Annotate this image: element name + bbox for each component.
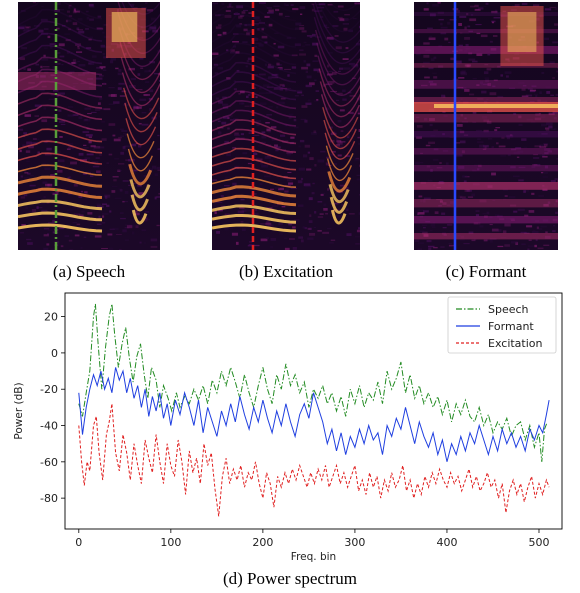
speech-spectrogram-image: [18, 2, 160, 250]
series-line-formant: [78, 367, 550, 462]
legend: Speech Formant Excitation: [447, 296, 557, 354]
power-spectrum-caption: (d) Power spectrum: [222, 569, 358, 588]
y-tick-label: -80: [40, 492, 58, 505]
legend-label-speech: Speech: [488, 303, 529, 316]
speech-spectrogram: [18, 2, 160, 250]
formant-spectrogram-image: [414, 2, 558, 250]
y-tick-label: -20: [40, 383, 58, 396]
y-tick-label: -60: [40, 456, 58, 469]
formant-caption: (c) Formant: [445, 262, 527, 281]
x-tick-label: 100: [160, 536, 181, 549]
series-line-excitation: [78, 403, 550, 517]
excitation-spectrogram: [212, 2, 360, 250]
x-tick-label: 400: [436, 536, 457, 549]
series-layer: [78, 303, 550, 517]
y-axis-label: Power (dB): [13, 382, 25, 439]
y-tick-label: 20: [44, 311, 58, 324]
x-tick-label: 300: [344, 536, 365, 549]
legend-label-excitation: Excitation: [488, 337, 543, 350]
speech-caption: (a) Speech: [52, 262, 126, 281]
x-tick-label: 500: [528, 536, 549, 549]
formant-spectrogram: [414, 2, 558, 250]
excitation-spectrogram-image: [212, 2, 360, 250]
y-tick-label: 0: [51, 347, 58, 360]
x-axis-label: Freq. bin: [291, 551, 336, 563]
y-tick-label: -40: [40, 420, 58, 433]
x-tick-label: 200: [252, 536, 273, 549]
plot-frame: [64, 292, 563, 530]
excitation-caption: (b) Excitation: [239, 262, 333, 281]
legend-label-formant: Formant: [488, 320, 534, 333]
x-tick-label: 0: [75, 536, 82, 549]
legend-box: [447, 296, 557, 354]
